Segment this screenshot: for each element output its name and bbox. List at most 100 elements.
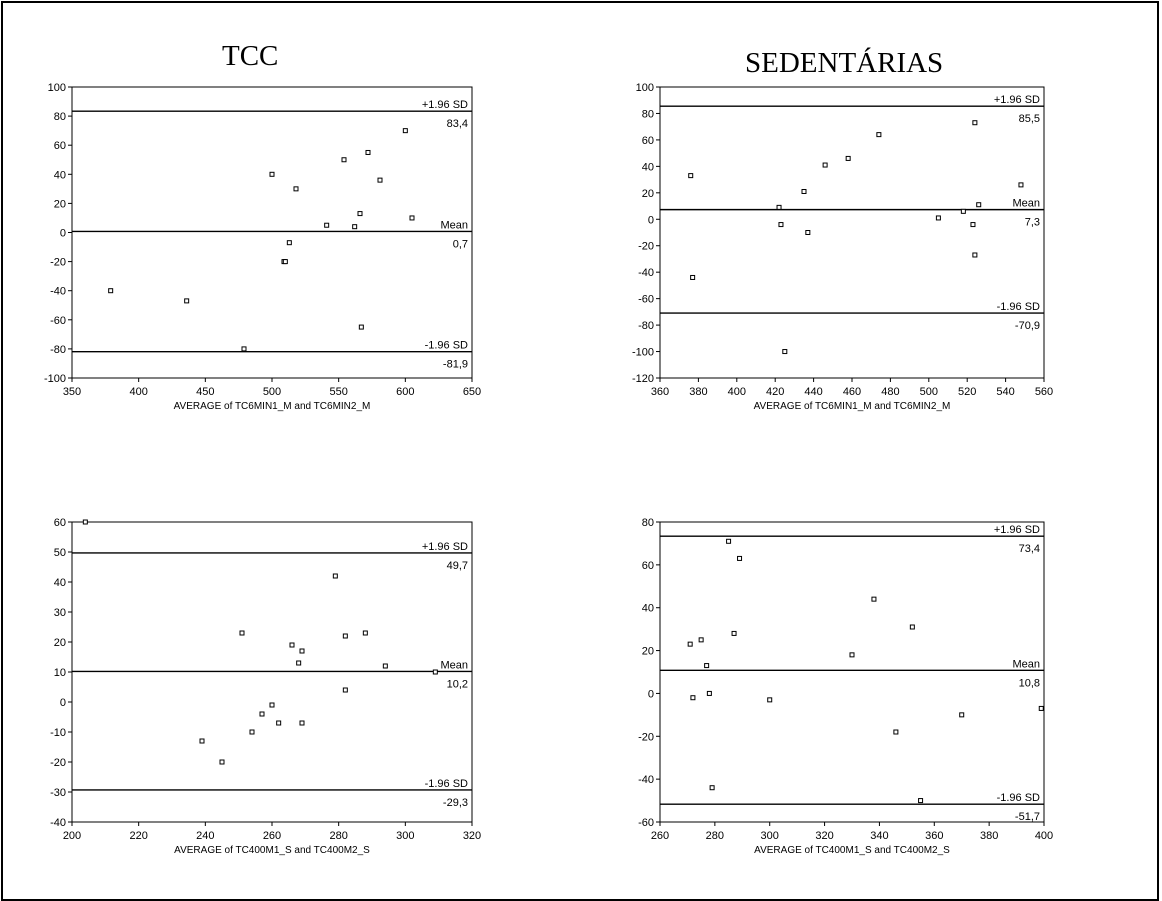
chart-4-data-point xyxy=(918,798,924,804)
chart-3-mean-label: Mean xyxy=(440,659,468,671)
chart-4-data-point xyxy=(767,697,773,703)
chart-1-data-point xyxy=(286,240,292,246)
chart-2-y-tick-label: 100 xyxy=(636,82,654,94)
chart-1-x-tick-label: 550 xyxy=(329,386,347,398)
chart-2-data-point xyxy=(845,155,851,161)
chart-3-data-point xyxy=(299,720,305,726)
chart-1-data-point xyxy=(352,224,358,230)
chart-3-data-point xyxy=(362,630,368,636)
chart-4-x-tick-label: 320 xyxy=(815,830,833,842)
chart-3-mean-value: 10,2 xyxy=(447,678,468,690)
chart-2-y-tick-label: 0 xyxy=(648,214,654,226)
chart-1-data-point xyxy=(269,171,275,177)
chart-3-data-point xyxy=(332,573,338,579)
chart-2-mean-value: 7,3 xyxy=(1025,217,1040,229)
chart-2-x-tick-label: 480 xyxy=(881,386,899,398)
chart-2-data-point xyxy=(972,120,978,126)
chart-3-data-point xyxy=(219,759,225,765)
chart-4-data-point xyxy=(1038,705,1044,711)
chart-1-data-point xyxy=(377,177,383,183)
chart-4-x-axis-label: AVERAGE of TC400M1_S and TC400M2_S xyxy=(754,845,950,856)
chart-1-data-point xyxy=(184,298,190,304)
chart-1-y-tick-label: -60 xyxy=(50,315,66,327)
chart-2-data-point xyxy=(876,132,882,138)
chart-1-data-point xyxy=(357,211,363,217)
chart-1-data-point xyxy=(358,324,364,330)
chart-2-x-axis-label: AVERAGE of TC6MIN1_M and TC6MIN2_M xyxy=(754,401,951,412)
chart-1-x-tick-label: 350 xyxy=(63,386,81,398)
chart-1-lower-limit-value: -81,9 xyxy=(443,359,468,371)
chart-2-y-tick-label: -100 xyxy=(632,347,654,359)
chart-2-data-point xyxy=(801,188,807,194)
chart-3-y-tick-label: 10 xyxy=(54,667,66,679)
chart-1-x-tick-label: 450 xyxy=(196,386,214,398)
chart-2-x-tick-label: 380 xyxy=(689,386,707,398)
chart-4-data-point xyxy=(690,695,696,701)
chart-1-x-tick-label: 650 xyxy=(463,386,481,398)
chart-1-data-point xyxy=(282,259,288,265)
chart-2-x-tick-label: 560 xyxy=(1035,386,1053,398)
chart-3-x-tick-label: 320 xyxy=(463,830,481,842)
chart-4-y-tick-label: 60 xyxy=(642,560,654,572)
chart-4-x-tick-label: 260 xyxy=(651,830,669,842)
chart-2-y-tick-label: 40 xyxy=(642,161,654,173)
chart-1-y-tick-label: 0 xyxy=(60,228,66,240)
chart-1-y-tick-label: -40 xyxy=(50,286,66,298)
chart-3-y-tick-label: -40 xyxy=(50,817,66,829)
chart-1-data-point xyxy=(341,157,347,163)
chart-2-data-point xyxy=(776,204,782,210)
chart-2-y-tick-label: -40 xyxy=(638,267,654,279)
chart-3-upper-limit-label: +1.96 SD xyxy=(422,541,468,553)
chart-4-upper-limit-value: 73,4 xyxy=(1019,543,1040,555)
chart-3-x-tick-label: 200 xyxy=(63,830,81,842)
chart-2-plot-area xyxy=(659,86,1045,379)
chart-1-x-tick-label: 500 xyxy=(263,386,281,398)
chart-3-y-tick-label: 30 xyxy=(54,607,66,619)
chart-2-y-tick-label: 20 xyxy=(642,188,654,200)
chart-2-data-point xyxy=(778,222,784,228)
chart-1-data-point xyxy=(293,186,299,192)
chart-2-data-point xyxy=(976,202,982,208)
chart-1-upper-limit-value: 83,4 xyxy=(447,118,468,130)
chart-1-y-tick-label: -80 xyxy=(50,344,66,356)
chart-3-x-tick-label: 280 xyxy=(329,830,347,842)
chart-3-upper-limit-value: 49,7 xyxy=(447,560,468,572)
chart-1-lower-limit-label: -1.96 SD xyxy=(425,340,468,352)
chart-1-data-point xyxy=(402,128,408,134)
chart-2-x-tick-label: 460 xyxy=(843,386,861,398)
chart-2-y-tick-label: -20 xyxy=(638,241,654,253)
chart-1-data-point xyxy=(365,149,371,155)
chart-2-x-tick-label: 420 xyxy=(766,386,784,398)
chart-2-x-tick-label: 520 xyxy=(958,386,976,398)
chart-2-x-tick-label: 440 xyxy=(804,386,822,398)
chart-3-x-tick-label: 260 xyxy=(263,830,281,842)
chart-2-data-point xyxy=(935,215,941,221)
chart-4-data-point xyxy=(704,663,710,669)
chart-3-data-point xyxy=(276,720,282,726)
chart-2-y-tick-label: -60 xyxy=(638,294,654,306)
chart-1-y-tick-label: 60 xyxy=(54,140,66,152)
chart-4-data-point xyxy=(909,624,915,630)
chart-3-data-point xyxy=(259,711,265,717)
chart-2-data-point xyxy=(688,173,694,179)
chart-1-y-tick-label: 40 xyxy=(54,169,66,181)
chart-4-mean-value: 10,8 xyxy=(1019,677,1040,689)
chart-4-x-tick-label: 300 xyxy=(761,830,779,842)
chart-1-y-tick-label: 80 xyxy=(54,111,66,123)
chart-2-x-tick-label: 500 xyxy=(920,386,938,398)
chart-1-x-tick-label: 600 xyxy=(396,386,414,398)
chart-1-plot-area xyxy=(71,86,473,379)
chart-1-data-point xyxy=(409,215,415,221)
chart-4-x-tick-label: 400 xyxy=(1035,830,1053,842)
chart-2-mean-label: Mean xyxy=(1012,198,1040,210)
chart-4-y-tick-label: 40 xyxy=(642,603,654,615)
chart-3-data-point xyxy=(249,729,255,735)
chart-4-y-tick-label: -20 xyxy=(638,731,654,743)
chart-1-y-tick-label: -100 xyxy=(44,373,66,385)
chart-2-y-tick-label: 60 xyxy=(642,135,654,147)
chart-4-x-tick-label: 340 xyxy=(870,830,888,842)
chart-1-y-tick-label: 100 xyxy=(48,82,66,94)
chart-2-x-tick-label: 360 xyxy=(651,386,669,398)
chart-4-data-point xyxy=(737,555,743,561)
chart-3-y-tick-label: 50 xyxy=(54,547,66,559)
